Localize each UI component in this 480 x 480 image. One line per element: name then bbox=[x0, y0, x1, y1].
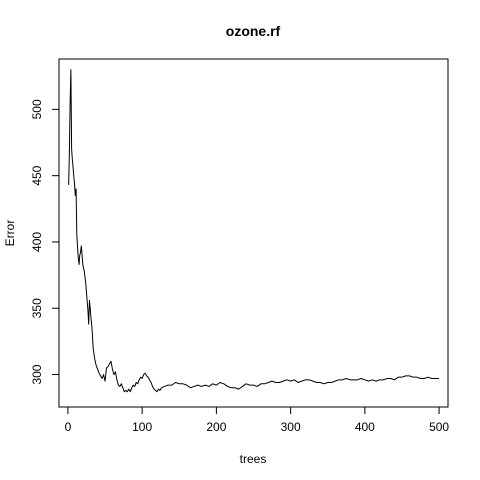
series-layer bbox=[68, 69, 440, 393]
x-tick-label: 300 bbox=[281, 420, 301, 434]
y-tick-label: 350 bbox=[30, 298, 44, 318]
y-tick-label: 400 bbox=[30, 232, 44, 252]
y-axis-label: Error bbox=[3, 220, 17, 247]
x-axis: 0 100 200 300 400 500 bbox=[65, 406, 449, 434]
error-series-line bbox=[68, 69, 440, 393]
y-tick-label: 500 bbox=[30, 99, 44, 119]
y-tick-label: 450 bbox=[30, 165, 44, 185]
x-tick-label: 500 bbox=[429, 420, 449, 434]
x-tick-label: 400 bbox=[355, 420, 375, 434]
chart-title: ozone.rf bbox=[226, 23, 281, 39]
x-tick-label: 200 bbox=[206, 420, 226, 434]
y-tick-label: 300 bbox=[30, 364, 44, 384]
x-axis-label: trees bbox=[240, 452, 267, 466]
x-tick-label: 100 bbox=[132, 420, 152, 434]
y-axis: 300 350 400 450 500 bbox=[30, 99, 60, 385]
x-tick-label: 0 bbox=[65, 420, 72, 434]
plot-frame bbox=[58, 58, 449, 408]
